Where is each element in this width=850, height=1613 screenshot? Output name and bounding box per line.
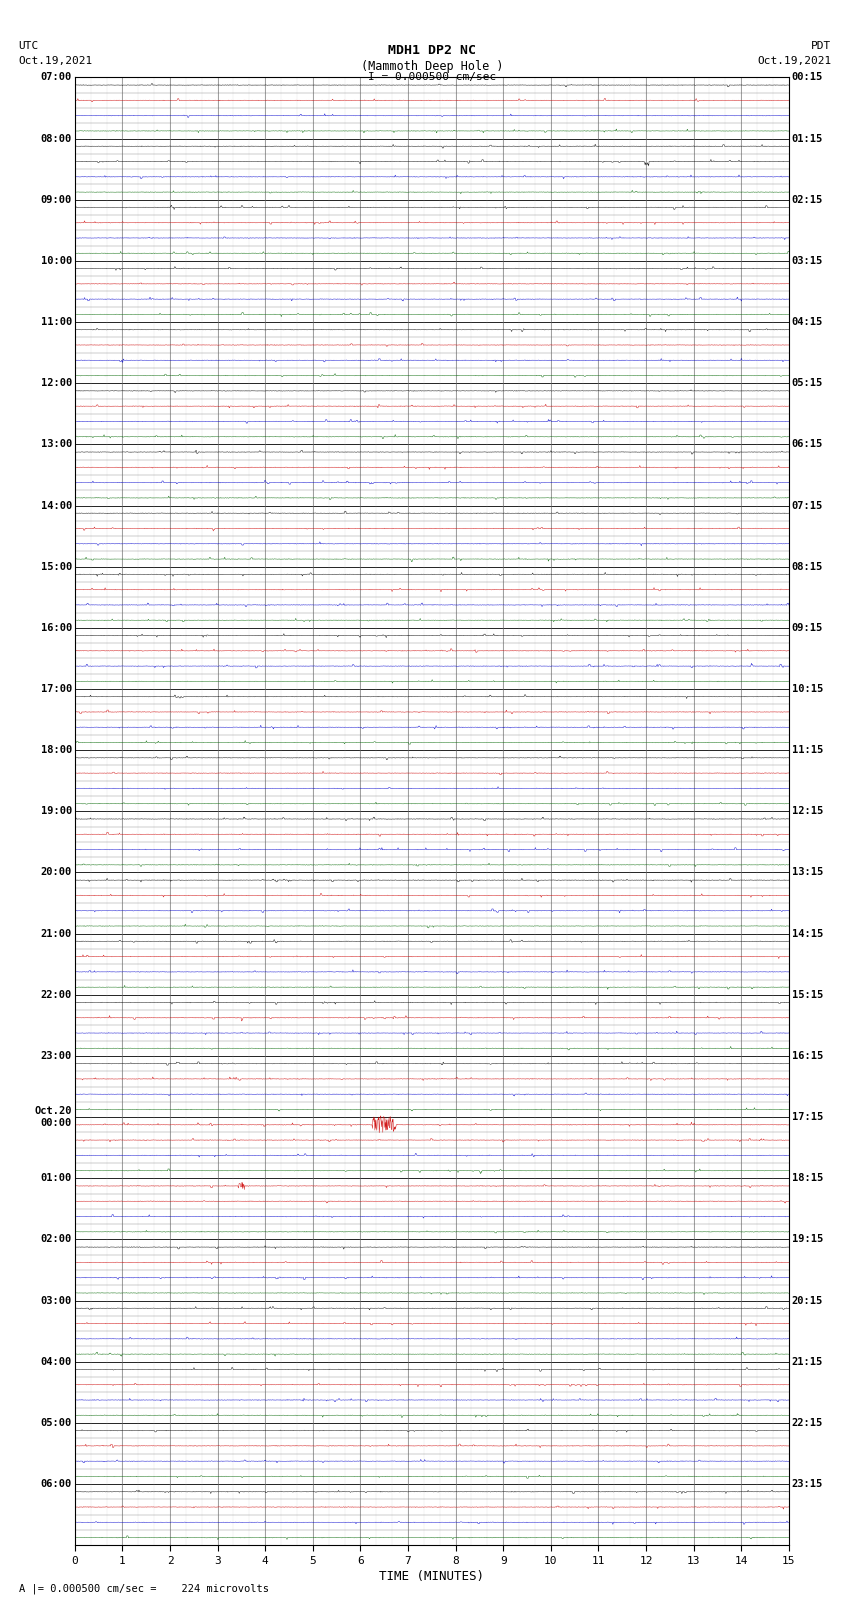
Text: 21:00: 21:00 xyxy=(41,929,72,939)
Text: 14:00: 14:00 xyxy=(41,500,72,511)
Text: 12:15: 12:15 xyxy=(791,806,823,816)
Text: 06:00: 06:00 xyxy=(41,1479,72,1489)
Text: 15:15: 15:15 xyxy=(791,990,823,1000)
Text: 09:00: 09:00 xyxy=(41,195,72,205)
Text: 20:00: 20:00 xyxy=(41,868,72,877)
Text: Oct.20
00:00: Oct.20 00:00 xyxy=(35,1107,72,1127)
Text: 05:15: 05:15 xyxy=(791,377,823,389)
X-axis label: TIME (MINUTES): TIME (MINUTES) xyxy=(379,1569,484,1582)
Text: 04:15: 04:15 xyxy=(791,318,823,327)
Text: 13:15: 13:15 xyxy=(791,868,823,877)
Text: 08:15: 08:15 xyxy=(791,561,823,571)
Text: 16:00: 16:00 xyxy=(41,623,72,632)
Text: 19:00: 19:00 xyxy=(41,806,72,816)
Text: I = 0.000500 cm/sec: I = 0.000500 cm/sec xyxy=(368,71,496,82)
Text: 11:00: 11:00 xyxy=(41,318,72,327)
Text: MDH1 DP2 NC: MDH1 DP2 NC xyxy=(388,44,476,58)
Text: 22:15: 22:15 xyxy=(791,1418,823,1428)
Text: 17:15: 17:15 xyxy=(791,1111,823,1123)
Text: 03:00: 03:00 xyxy=(41,1295,72,1305)
Text: 02:00: 02:00 xyxy=(41,1234,72,1245)
Text: 09:15: 09:15 xyxy=(791,623,823,632)
Text: 18:00: 18:00 xyxy=(41,745,72,755)
Text: Oct.19,2021: Oct.19,2021 xyxy=(757,56,831,66)
Text: 08:00: 08:00 xyxy=(41,134,72,144)
Text: 13:00: 13:00 xyxy=(41,439,72,450)
Text: 11:15: 11:15 xyxy=(791,745,823,755)
Text: 17:00: 17:00 xyxy=(41,684,72,694)
Text: 23:00: 23:00 xyxy=(41,1052,72,1061)
Text: 22:00: 22:00 xyxy=(41,990,72,1000)
Text: 10:00: 10:00 xyxy=(41,256,72,266)
Text: 05:00: 05:00 xyxy=(41,1418,72,1428)
Text: 19:15: 19:15 xyxy=(791,1234,823,1245)
Text: UTC: UTC xyxy=(19,40,39,52)
Text: 12:00: 12:00 xyxy=(41,377,72,389)
Text: 07:15: 07:15 xyxy=(791,500,823,511)
Text: 04:00: 04:00 xyxy=(41,1357,72,1366)
Text: (Mammoth Deep Hole ): (Mammoth Deep Hole ) xyxy=(360,60,503,73)
Text: 21:15: 21:15 xyxy=(791,1357,823,1366)
Text: Oct.19,2021: Oct.19,2021 xyxy=(19,56,93,66)
Text: 14:15: 14:15 xyxy=(791,929,823,939)
Text: 02:15: 02:15 xyxy=(791,195,823,205)
Text: 10:15: 10:15 xyxy=(791,684,823,694)
Text: 15:00: 15:00 xyxy=(41,561,72,571)
Text: 00:15: 00:15 xyxy=(791,73,823,82)
Text: 07:00: 07:00 xyxy=(41,73,72,82)
Text: 01:00: 01:00 xyxy=(41,1173,72,1184)
Text: 06:15: 06:15 xyxy=(791,439,823,450)
Text: 03:15: 03:15 xyxy=(791,256,823,266)
Text: 20:15: 20:15 xyxy=(791,1295,823,1305)
Text: 01:15: 01:15 xyxy=(791,134,823,144)
Text: PDT: PDT xyxy=(811,40,831,52)
Text: 18:15: 18:15 xyxy=(791,1173,823,1184)
Text: 16:15: 16:15 xyxy=(791,1052,823,1061)
Text: A |= 0.000500 cm/sec =    224 microvolts: A |= 0.000500 cm/sec = 224 microvolts xyxy=(19,1582,269,1594)
Text: 23:15: 23:15 xyxy=(791,1479,823,1489)
